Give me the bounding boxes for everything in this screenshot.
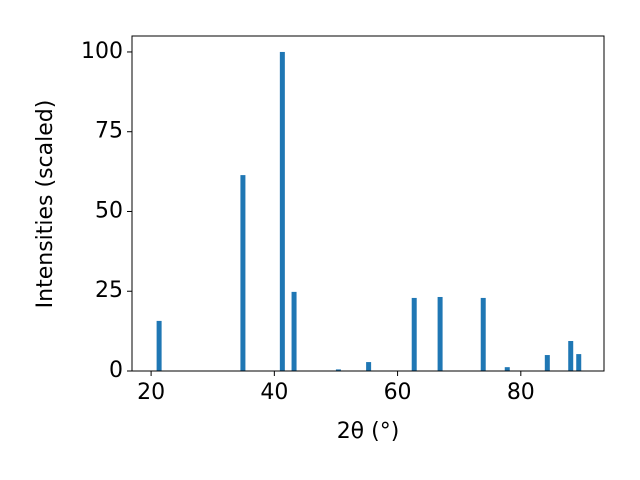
bar <box>156 320 162 371</box>
x-tick-label: 40 <box>260 380 288 405</box>
y-axis-label: Intensities (scaled) <box>33 100 58 309</box>
y-tick-label: 75 <box>95 119 123 144</box>
bar <box>576 354 582 371</box>
x-tick-label: 20 <box>137 380 165 405</box>
bar <box>366 362 372 371</box>
x-tick-label: 60 <box>384 380 412 405</box>
x-axis-label: 2θ (°) <box>337 419 400 444</box>
plot-frame <box>131 35 605 372</box>
y-tick-label: 0 <box>109 358 123 383</box>
bar <box>411 297 417 371</box>
bar <box>568 341 574 371</box>
bar <box>480 297 486 371</box>
y-tick-label: 50 <box>95 198 123 223</box>
y-tick-label: 100 <box>81 39 123 64</box>
bar <box>240 175 246 371</box>
bar <box>335 369 341 371</box>
bar <box>279 51 285 371</box>
y-tick-label: 25 <box>95 278 123 303</box>
bar <box>544 355 550 371</box>
bar <box>504 367 510 371</box>
bar <box>291 291 297 371</box>
x-tick-label: 80 <box>507 380 535 405</box>
bar <box>437 296 443 371</box>
